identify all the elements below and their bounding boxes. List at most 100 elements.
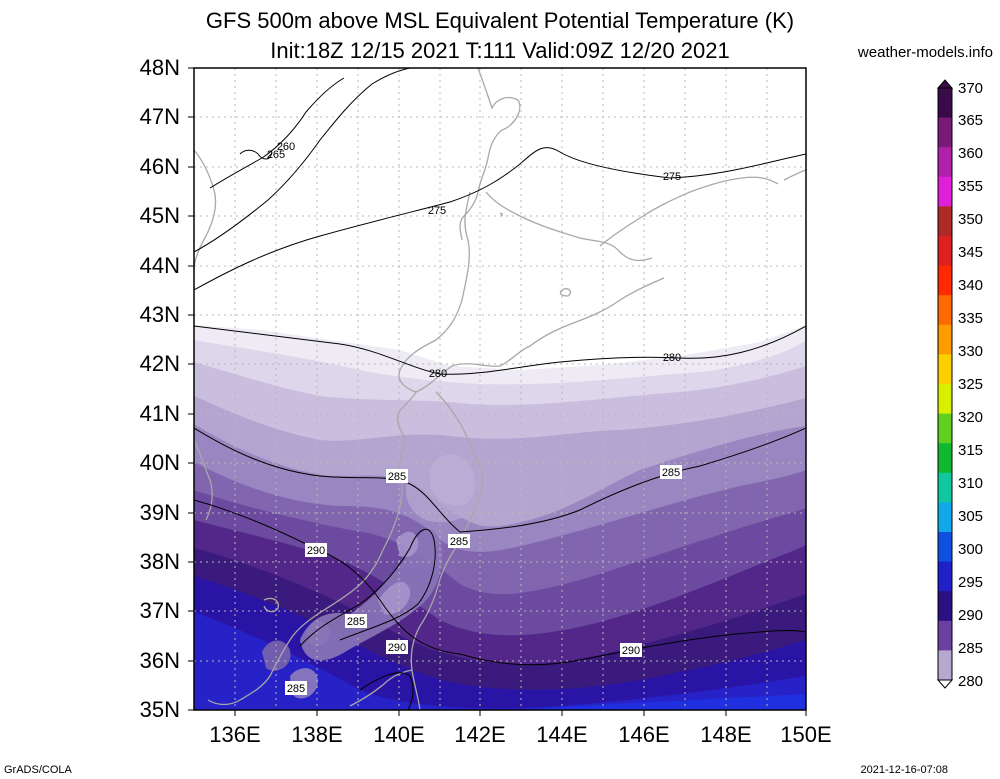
contour-260: [239, 149, 273, 160]
contour-label-layer: 260 265 275 275 280 280 285 285 285 285 …: [267, 141, 682, 695]
contour-290-south: [359, 672, 414, 710]
lon-label-142e: 142E: [454, 722, 506, 747]
lat-label-37n: 37N: [139, 598, 180, 623]
lon-label-150e: 150E: [780, 722, 832, 747]
contour-265: [209, 77, 345, 189]
honshu-north-coast: [289, 391, 417, 641]
colorbar-label-285: 285: [958, 640, 984, 657]
colorbar-label-350: 350: [958, 211, 984, 228]
kurils-coast: [599, 169, 806, 247]
honshu-south-coast: [207, 639, 413, 707]
lon-label-140e: 140E: [373, 722, 425, 747]
map-title: GFS 500m above MSL Equivalent Potential …: [205, 8, 795, 33]
lat-label-39n: 39N: [139, 500, 180, 525]
colorbar-label-300: 300: [958, 541, 984, 558]
contour-label-275-b: 275: [663, 171, 681, 183]
colorbar-segment: [938, 413, 952, 444]
colorbar-label-345: 345: [958, 244, 984, 261]
lat-label-48n: 48N: [139, 55, 180, 80]
contour-label-280-b: 280: [663, 352, 681, 364]
contour-label-260: 260: [277, 141, 295, 153]
lat-label-43n: 43N: [139, 302, 180, 327]
contour-280: [194, 325, 806, 375]
lat-label-36n: 36N: [139, 648, 180, 673]
map-frame: [193, 67, 807, 711]
colorbar-segment: [938, 472, 952, 503]
colorbar-label-305: 305: [958, 508, 984, 525]
axis-ticks: [188, 67, 807, 716]
colorbar-label-355: 355: [958, 178, 984, 195]
colorbar-segment: [938, 265, 952, 296]
band-292: [194, 612, 806, 710]
contour-label-285-b: 285: [662, 467, 680, 479]
colorbar-segment: [938, 502, 952, 533]
colorbar-segment: [938, 561, 952, 592]
colorbar-segment: [938, 384, 952, 415]
site-credit: weather-models.info: [857, 44, 993, 61]
colorbar-top-arrow: [936, 79, 954, 89]
theta-e-shading: [194, 325, 806, 710]
band-290: [194, 576, 806, 710]
colorbar-bottom-arrow: [936, 679, 954, 689]
lat-label-46n: 46N: [139, 154, 180, 179]
honshu-patch-4: [262, 640, 291, 671]
lon-label-144e: 144E: [536, 722, 588, 747]
lon-label-146e: 146E: [618, 722, 670, 747]
lon-label-148e: 148E: [700, 722, 752, 747]
colorbar-segment: [938, 176, 952, 207]
map-subtitle: Init:18Z 12/15 2021 T:111 Valid:09Z 12/2…: [270, 38, 730, 63]
hokkaido-coast: [398, 191, 665, 393]
contour-label-290-a: 290: [307, 545, 325, 557]
lat-label-41n: 41N: [139, 401, 180, 426]
footer-timestamp: 2021-12-16-07:08: [860, 764, 948, 776]
colorbar-segment: [938, 532, 952, 563]
contour-label-275-a: 275: [428, 205, 446, 217]
islands-coast: [263, 212, 572, 613]
contour-label-280-a: 280: [429, 368, 447, 380]
colorbar-segment: [938, 206, 952, 237]
colorbar-label-330: 330: [958, 343, 984, 360]
contour-label-285-c: 285: [450, 536, 468, 548]
colorbar-segment: [938, 620, 952, 651]
contour-label-285-a: 285: [388, 471, 406, 483]
colorbar: [936, 79, 954, 689]
coastlines: [194, 68, 806, 710]
contour-label-290-c: 290: [622, 645, 640, 657]
contour-label-285-e: 285: [287, 683, 305, 695]
contour-285-inner: [299, 528, 436, 647]
contour-label-265: 265: [267, 149, 285, 161]
colorbar-label-320: 320: [958, 409, 984, 426]
band-294: [520, 694, 806, 710]
colorbar-label-325: 325: [958, 376, 984, 393]
colorbar-label-365: 365: [958, 112, 984, 129]
colorbar-segment: [938, 324, 952, 355]
contour-285: [194, 427, 806, 533]
colorbar-segment: [938, 88, 952, 119]
contour-label-290-b: 290: [388, 642, 406, 654]
lat-label-47n: 47N: [139, 104, 180, 129]
colorbar-segment: [938, 147, 952, 178]
lon-label-136e: 136E: [209, 722, 261, 747]
lat-label-45n: 45N: [139, 203, 180, 228]
lat-label-35n: 35N: [139, 697, 180, 722]
colorbar-label-335: 335: [958, 310, 984, 327]
honshu-patch-6: [306, 621, 331, 647]
tohoku-patch-2: [405, 445, 486, 523]
honshu-patch-2: [378, 581, 411, 615]
honshu-patch-3: [396, 531, 419, 558]
colorbar-segment: [938, 650, 952, 681]
colorbar-segment: [938, 443, 952, 474]
footer-credit: GrADS/COLA: [4, 764, 72, 776]
colorbar-label-295: 295: [958, 574, 984, 591]
colorbar-segment: [938, 236, 952, 267]
colorbar-label-370: 370: [958, 80, 984, 97]
colorbar-segment: [938, 354, 952, 385]
lat-label-44n: 44N: [139, 253, 180, 278]
contour-label-285-d: 285: [347, 616, 365, 628]
colorbar-segment: [938, 117, 952, 148]
contour-270: [194, 68, 411, 253]
honshu-patch-1: [300, 529, 443, 661]
colorbar-segment: [938, 295, 952, 326]
lat-label-38n: 38N: [139, 549, 180, 574]
